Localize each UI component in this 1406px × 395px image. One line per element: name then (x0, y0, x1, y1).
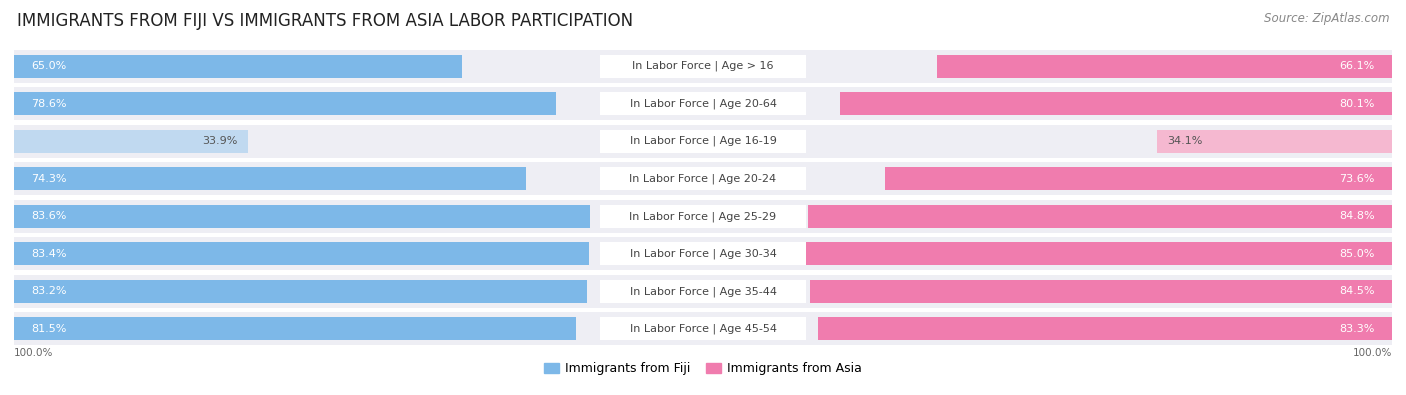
Text: 84.8%: 84.8% (1339, 211, 1375, 221)
Text: In Labor Force | Age 30-34: In Labor Force | Age 30-34 (630, 248, 776, 259)
Bar (14, 280, 588, 303)
Text: 81.5%: 81.5% (31, 324, 66, 334)
Bar (14, 125, 1392, 158)
Text: In Labor Force | Age 25-29: In Labor Force | Age 25-29 (630, 211, 776, 222)
Text: 83.6%: 83.6% (31, 211, 66, 221)
Text: 100.0%: 100.0% (1353, 348, 1392, 357)
Bar (807, 242, 1392, 265)
Text: Source: ZipAtlas.com: Source: ZipAtlas.com (1264, 12, 1389, 25)
Bar (599, 280, 807, 303)
Text: 83.3%: 83.3% (1340, 324, 1375, 334)
Bar (14, 92, 555, 115)
Bar (14, 237, 1392, 270)
Bar (807, 205, 1392, 228)
Bar (14, 87, 1392, 120)
Bar (599, 167, 807, 190)
Bar (599, 92, 807, 115)
Bar (14, 312, 1392, 345)
Bar (599, 130, 807, 153)
Bar (14, 275, 1392, 308)
Text: 85.0%: 85.0% (1340, 249, 1375, 259)
Bar (14, 317, 575, 340)
Text: IMMIGRANTS FROM FIJI VS IMMIGRANTS FROM ASIA LABOR PARTICIPATION: IMMIGRANTS FROM FIJI VS IMMIGRANTS FROM … (17, 12, 633, 30)
Text: In Labor Force | Age > 16: In Labor Force | Age > 16 (633, 61, 773, 71)
Bar (599, 55, 807, 78)
Text: 83.4%: 83.4% (31, 249, 66, 259)
Bar (936, 55, 1392, 78)
Bar (1157, 130, 1392, 153)
Bar (14, 162, 1392, 195)
Text: In Labor Force | Age 45-54: In Labor Force | Age 45-54 (630, 324, 776, 334)
Text: 83.2%: 83.2% (31, 286, 66, 296)
Bar (14, 200, 1392, 233)
Text: 33.9%: 33.9% (202, 136, 238, 146)
Legend: Immigrants from Fiji, Immigrants from Asia: Immigrants from Fiji, Immigrants from As… (538, 357, 868, 380)
Text: 74.3%: 74.3% (31, 174, 66, 184)
Text: 100.0%: 100.0% (14, 348, 53, 357)
Bar (599, 205, 807, 228)
Text: 66.1%: 66.1% (1340, 61, 1375, 71)
Bar (14, 167, 526, 190)
Bar (884, 167, 1392, 190)
Bar (818, 317, 1392, 340)
Bar (599, 317, 807, 340)
Text: 65.0%: 65.0% (31, 61, 66, 71)
Text: 73.6%: 73.6% (1340, 174, 1375, 184)
Bar (14, 55, 463, 78)
Text: 78.6%: 78.6% (31, 99, 66, 109)
Text: 84.5%: 84.5% (1340, 286, 1375, 296)
Text: In Labor Force | Age 20-64: In Labor Force | Age 20-64 (630, 98, 776, 109)
Text: In Labor Force | Age 35-44: In Labor Force | Age 35-44 (630, 286, 776, 297)
Text: In Labor Force | Age 20-24: In Labor Force | Age 20-24 (630, 173, 776, 184)
Bar (841, 92, 1392, 115)
Bar (810, 280, 1392, 303)
Text: 80.1%: 80.1% (1340, 99, 1375, 109)
Bar (14, 50, 1392, 83)
Bar (14, 205, 591, 228)
Text: In Labor Force | Age 16-19: In Labor Force | Age 16-19 (630, 136, 776, 147)
Bar (14, 242, 589, 265)
Text: 34.1%: 34.1% (1167, 136, 1202, 146)
Bar (599, 242, 807, 265)
Bar (14, 130, 247, 153)
